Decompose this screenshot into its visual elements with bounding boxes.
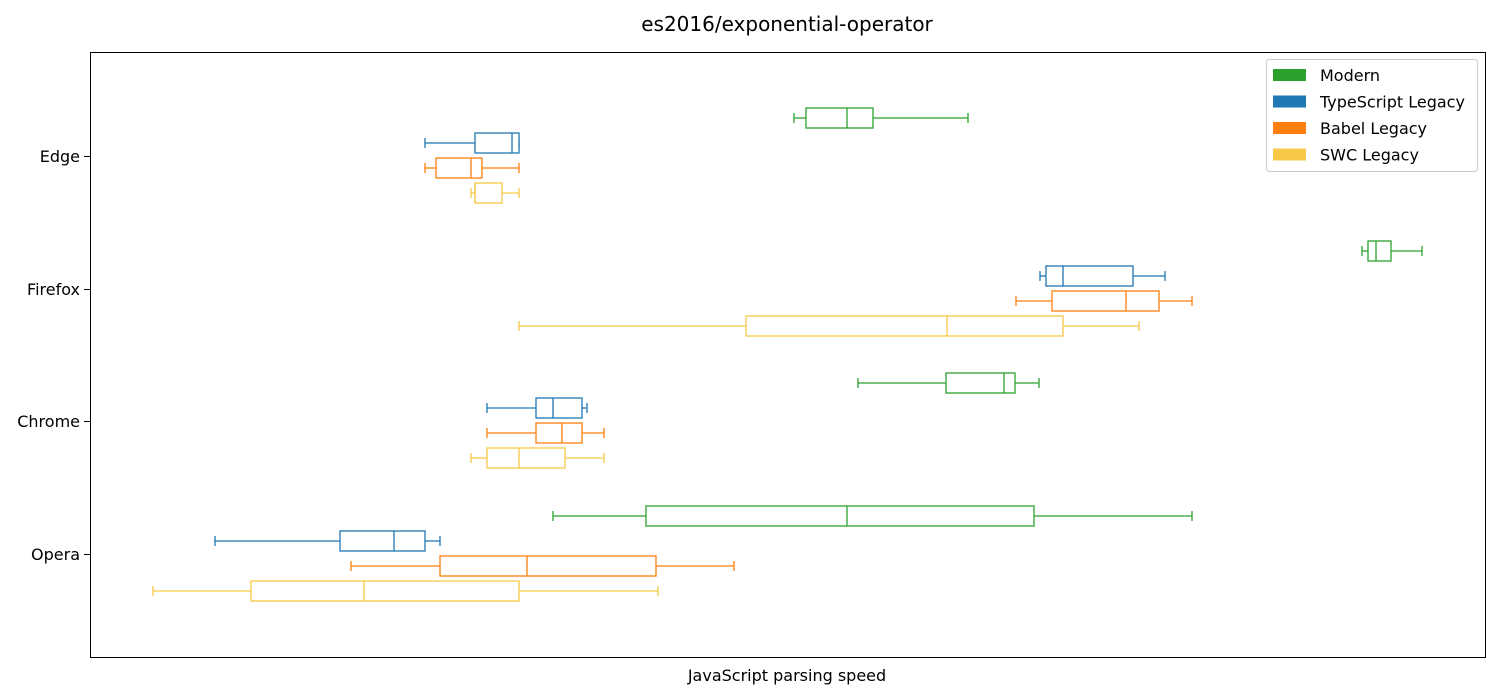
- box: [486, 447, 566, 469]
- box-plot-firefox-typescript-legacy: [1039, 265, 1166, 287]
- box: [339, 530, 426, 552]
- box-plot-edge-babel-legacy: [424, 157, 520, 179]
- legend-frame: [1266, 59, 1478, 172]
- y-axis: Edge Firefox Chrome Opera: [17, 147, 90, 564]
- legend-swatch: [1273, 148, 1306, 161]
- box: [535, 397, 583, 419]
- box: [474, 182, 503, 204]
- legend-label: TypeScript Legacy: [1319, 93, 1465, 112]
- box-plot-firefox-swc-legacy: [518, 315, 1140, 337]
- box: [439, 555, 657, 577]
- box: [1045, 265, 1134, 287]
- box: [435, 157, 483, 179]
- y-tick-label: Opera: [31, 545, 80, 564]
- box-plots: [152, 107, 1423, 602]
- box-plot-chrome-swc-legacy: [470, 447, 605, 469]
- box: [474, 132, 520, 154]
- legend-label: SWC Legacy: [1320, 146, 1419, 165]
- y-tick-label: Edge: [40, 147, 80, 166]
- box-plot-chrome-babel-legacy: [486, 422, 605, 444]
- box-plot-opera-modern: [552, 505, 1193, 527]
- box-plot-opera-typescript-legacy: [214, 530, 441, 552]
- box-plot-chrome-typescript-legacy: [486, 397, 588, 419]
- legend-swatch: [1273, 69, 1306, 81]
- box: [250, 580, 520, 602]
- box-plot-edge-typescript-legacy: [424, 132, 520, 154]
- plot-frame: [90, 52, 1486, 658]
- box: [535, 422, 583, 444]
- box-plot-firefox-modern: [1361, 240, 1423, 262]
- box: [945, 372, 1016, 394]
- box: [745, 315, 1064, 337]
- legend-label: Babel Legacy: [1320, 119, 1427, 138]
- y-tick-label: Chrome: [17, 412, 80, 431]
- box-plot-opera-babel-legacy: [350, 555, 735, 577]
- chart-title: es2016/exponential-operator: [641, 12, 933, 36]
- box: [645, 505, 1035, 527]
- y-tick-label: Firefox: [27, 280, 80, 299]
- legend-label: Modern: [1320, 66, 1380, 85]
- box-plot-chrome-modern: [857, 372, 1040, 394]
- box-plot-edge-modern: [793, 107, 969, 129]
- legend: Modern TypeScript Legacy Babel Legacy SWC L…: [1266, 59, 1478, 172]
- x-axis-label: JavaScript parsing speed: [687, 666, 886, 685]
- box-plot-edge-swc-legacy: [470, 182, 520, 204]
- box: [805, 107, 874, 129]
- box-plot-firefox-babel-legacy: [1015, 290, 1193, 312]
- box-plot-opera-swc-legacy: [152, 580, 659, 602]
- legend-swatch: [1273, 122, 1306, 134]
- box: [1051, 290, 1160, 312]
- legend-swatch: [1273, 95, 1306, 108]
- box: [1367, 240, 1392, 262]
